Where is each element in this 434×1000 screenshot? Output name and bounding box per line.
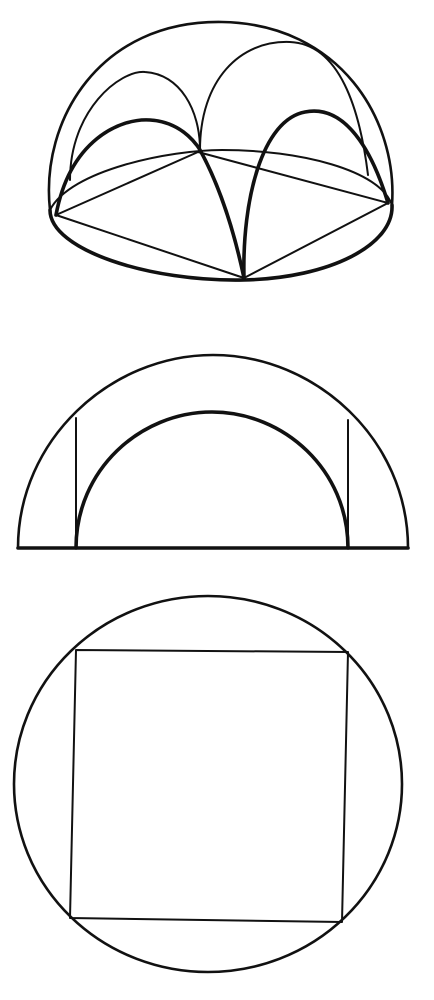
plan-circle (12, 594, 404, 974)
back-arch-left (69, 70, 201, 181)
elevation-view (16, 353, 410, 550)
plan-view (12, 594, 404, 974)
front-arch-left (54, 118, 246, 280)
base-ellipse-back (49, 149, 393, 211)
dome-outline (47, 20, 394, 212)
elevation-outer-arc (16, 353, 410, 550)
elevation-inner-arch (74, 410, 350, 550)
front-arch-right (242, 109, 390, 280)
base-ellipse-front (48, 203, 394, 282)
back-arch-right (199, 40, 369, 176)
plan-square (69, 649, 349, 923)
perspective-view (47, 20, 394, 282)
